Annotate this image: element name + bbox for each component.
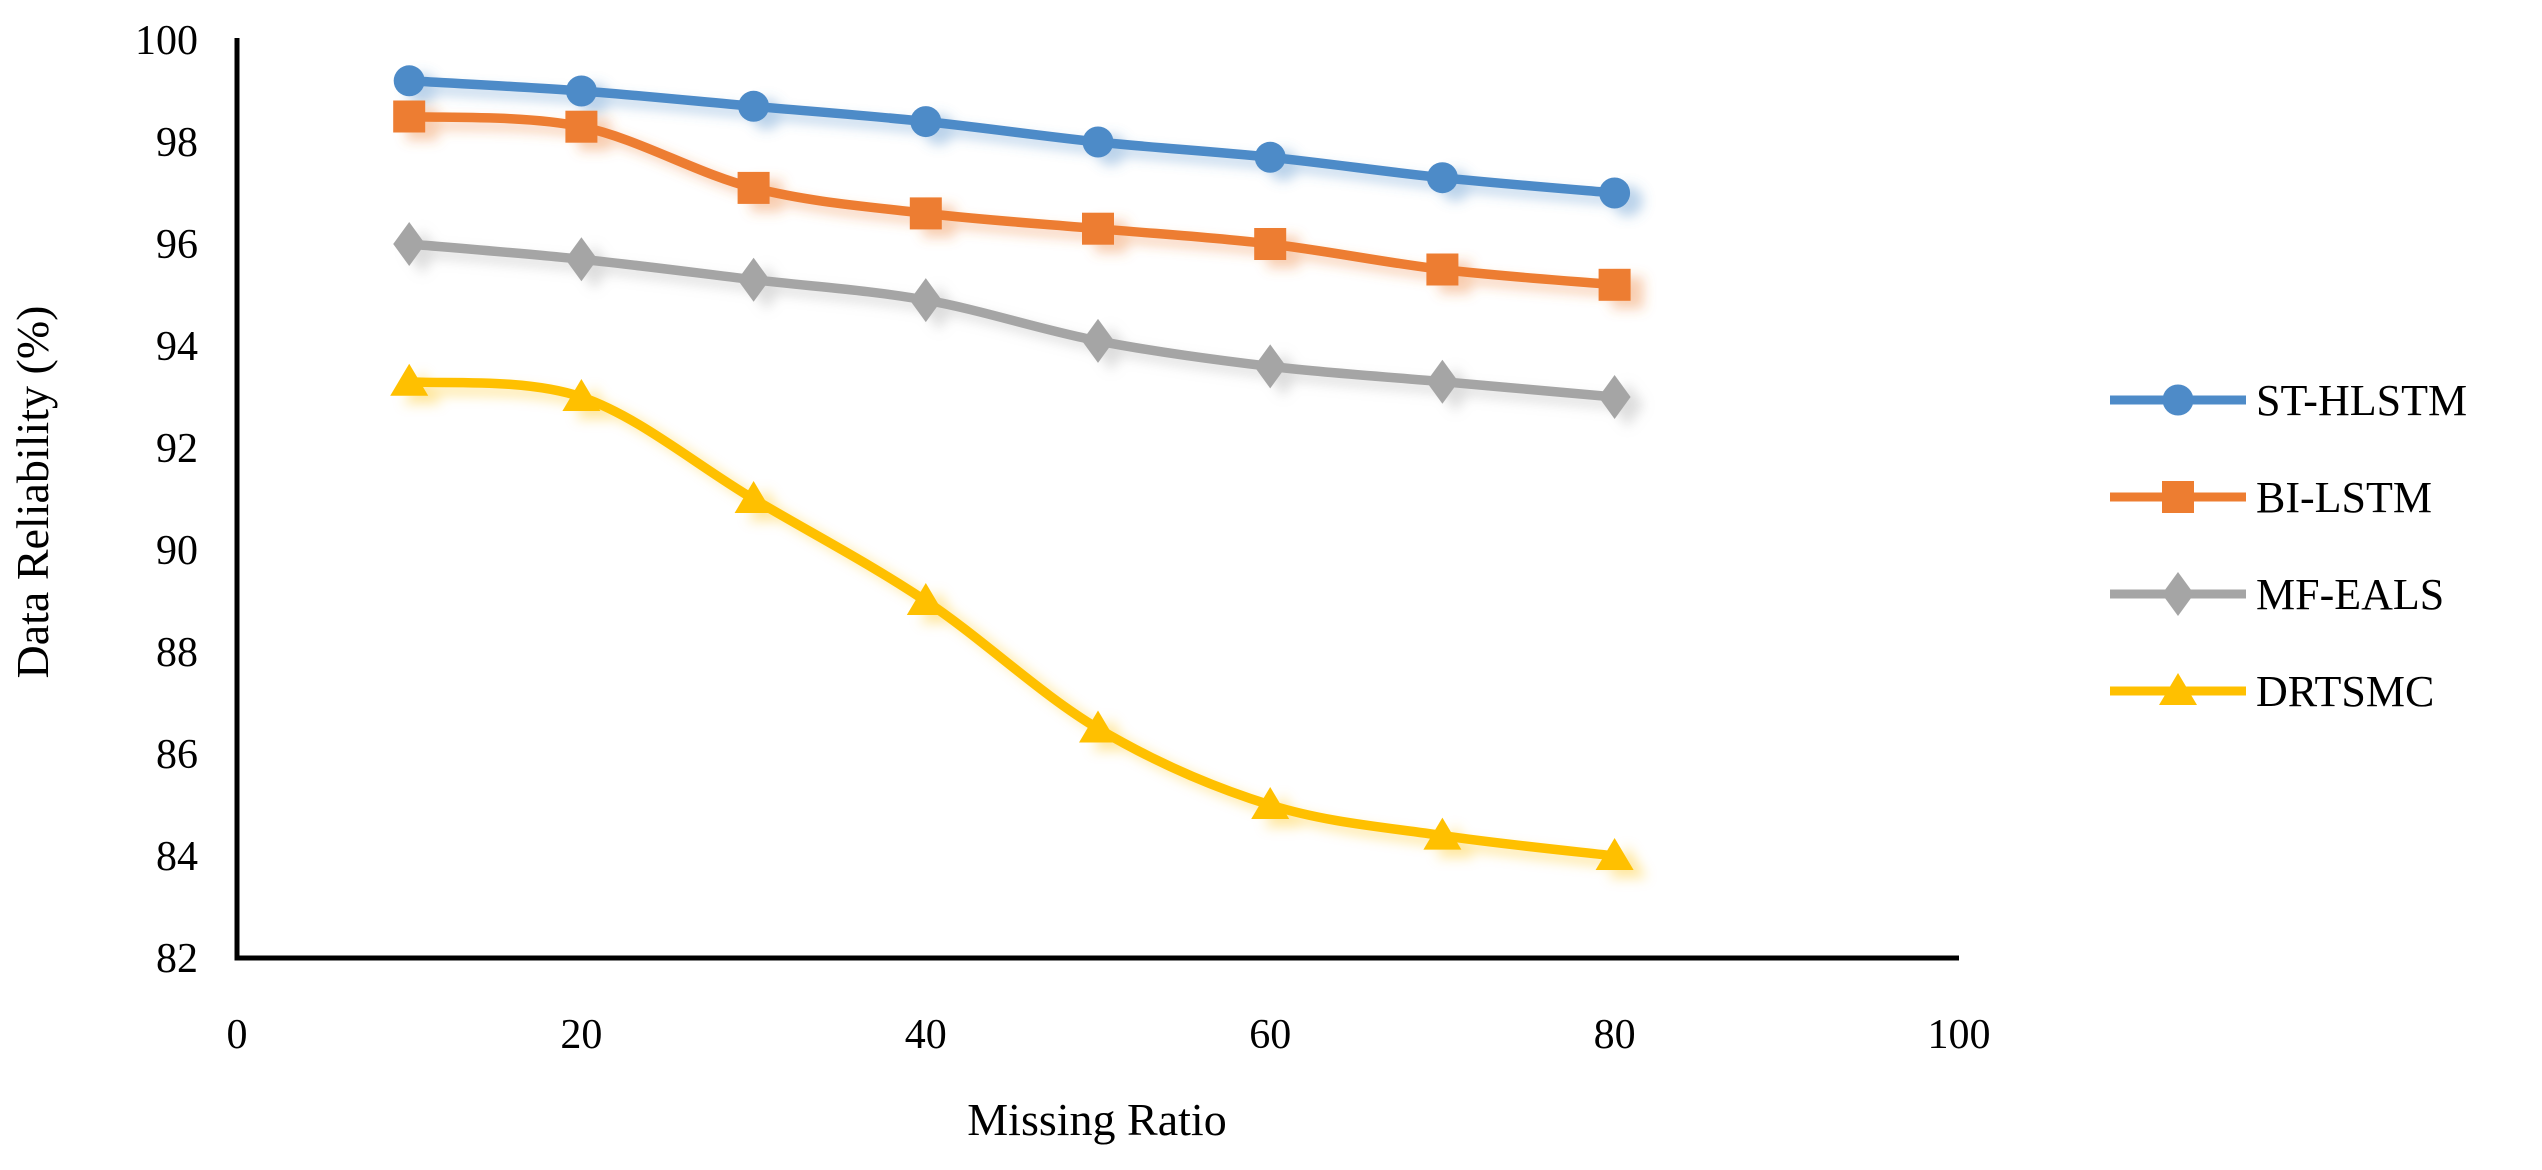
series-bi-lstm (393, 100, 1631, 301)
series-marker (909, 278, 942, 323)
legend-item-drtsmc: DRTSMC (2110, 667, 2434, 716)
x-axis-tick-labels: 0 20 40 60 80 100 (227, 1012, 1991, 1058)
y-tick-label: 98 (156, 120, 198, 166)
series-marker (1426, 359, 1459, 404)
series-line (404, 376, 1620, 861)
series-marker (1254, 228, 1287, 260)
x-tick-label: 0 (227, 1012, 248, 1058)
series-marker (1595, 838, 1634, 870)
series-drtsmc (390, 363, 1634, 870)
x-tick-label: 40 (905, 1012, 947, 1058)
data-series (390, 65, 1634, 870)
series-marker (393, 100, 426, 133)
series-marker (1079, 710, 1117, 743)
y-tick-label: 86 (156, 732, 198, 778)
series-line (404, 111, 1620, 290)
series-marker (565, 237, 598, 282)
series-marker (1598, 375, 1631, 419)
series-marker (1598, 268, 1631, 301)
legend-marker-diamond-icon (2162, 572, 2194, 616)
series-marker (393, 222, 426, 266)
legend-label: MF-EALS (2256, 570, 2444, 619)
legend-item-st-hlstm: ST-HLSTM (2110, 376, 2467, 425)
x-tick-label: 20 (560, 1012, 602, 1058)
legend-label: DRTSMC (2256, 667, 2434, 716)
series-mf-eals (393, 222, 1631, 419)
series-marker (1082, 126, 1114, 158)
series-st-hlstm (393, 65, 1631, 209)
x-axis-title: Missing Ratio (967, 1094, 1226, 1145)
series-marker (1254, 141, 1286, 173)
y-tick-label: 96 (156, 222, 198, 268)
series-line (404, 239, 1620, 402)
series-marker (562, 379, 601, 411)
x-tick-label: 100 (1928, 1012, 1991, 1058)
series-marker (909, 197, 942, 230)
series-marker (1082, 212, 1114, 245)
legend-label: ST-HLSTM (2256, 376, 2467, 425)
series-marker (737, 171, 770, 204)
y-tick-label: 100 (135, 18, 198, 64)
series-marker (1082, 318, 1114, 363)
y-tick-label: 82 (156, 936, 198, 982)
series-marker (390, 363, 429, 396)
series-marker (906, 583, 945, 615)
y-axis-tick-labels: 82 84 86 88 90 92 94 96 98 100 (135, 18, 198, 982)
series-marker (1426, 253, 1459, 286)
legend-label: BI-LSTM (2256, 473, 2432, 522)
x-tick-label: 80 (1594, 1012, 1636, 1058)
legend-item-mf-eals: MF-EALS (2110, 570, 2444, 619)
y-tick-label: 92 (156, 426, 198, 472)
legend-marker-square-icon (2162, 481, 2194, 513)
x-tick-label: 60 (1249, 1012, 1291, 1058)
legend-marker-circle-icon (2162, 384, 2194, 416)
legend-item-bi-lstm: BI-LSTM (2110, 473, 2432, 522)
series-marker (1251, 787, 1290, 819)
legend-marker-triangle-icon (2159, 673, 2197, 705)
series-marker (565, 110, 598, 143)
series-marker (1423, 817, 1462, 850)
series-marker (565, 75, 597, 107)
y-tick-label: 90 (156, 528, 198, 574)
y-tick-label: 94 (156, 324, 198, 370)
series-marker (1426, 162, 1458, 194)
y-tick-label: 84 (156, 834, 198, 880)
legend: ST-HLSTM BI-LSTM MF-EALS DRTSMC (2110, 376, 2467, 716)
series-marker (393, 65, 425, 97)
series-marker (910, 106, 942, 138)
series-marker (737, 257, 770, 302)
series-marker (738, 90, 770, 122)
y-tick-label: 88 (156, 630, 198, 676)
y-axis-title: Data Reliability (%) (7, 306, 58, 679)
axes (234, 38, 1959, 961)
series-marker (734, 481, 773, 513)
series-marker (1599, 177, 1631, 209)
series-line (404, 76, 1620, 198)
series-marker (1254, 344, 1287, 389)
